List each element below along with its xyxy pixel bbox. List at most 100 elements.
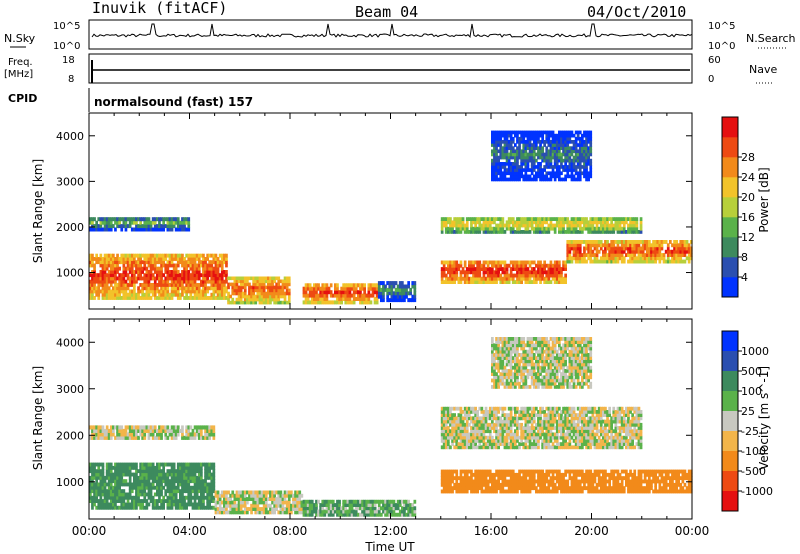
heatmap-cell [174,263,178,268]
heatmap-cell [139,469,142,474]
heatmap-cell [411,284,415,289]
heatmap-cell [116,495,119,500]
heatmap-cell [572,217,576,221]
heatmap-cell [635,217,639,221]
heatmap-cell [390,294,394,299]
heatmap-cell [321,512,325,517]
heatmap-cell [137,495,140,500]
heatmap-cell [114,475,117,480]
heatmap-cell [348,509,352,514]
heatmap-cell [451,270,454,275]
heatmap-cell [658,243,662,248]
heatmap-cell [509,260,513,265]
heatmap-cell [589,226,593,231]
heatmap-cell [478,220,482,225]
heatmap-cell [147,465,151,470]
colorbar-swatch [722,257,738,278]
heatmap-cell [679,243,683,248]
heatmap-cell [535,220,538,225]
heatmap-cell [518,165,521,169]
heatmap-cell [499,162,503,166]
heatmap-cell [595,243,599,248]
heatmap-cell [338,506,341,511]
heatmap-cell [120,260,124,265]
heatmap-cell [367,286,371,291]
heatmap-cell [176,217,180,222]
heatmap-cell [327,499,331,504]
heatmap-cell [174,276,178,281]
heatmap-cell [197,292,201,297]
heatmap-cell [89,227,92,232]
heatmap-cell [143,276,147,281]
heatmap-cell [543,143,546,147]
heatmap-cell [91,227,94,232]
heatmap-cell [137,475,140,480]
heatmap-cell [126,465,130,470]
heatmap-cell [147,279,151,284]
heatmap-cell [246,276,249,281]
heatmap-cell [501,149,505,154]
heatmap-cell [451,476,454,481]
heatmap-cell [195,475,199,480]
heatmap-cell [474,486,477,491]
heatmap-cell [535,270,538,275]
heatmap-cell [143,260,147,265]
heatmap-cell [543,276,546,281]
heatmap-cell [109,266,113,271]
heatmap-cell [547,130,551,135]
heatmap-cell [453,280,456,284]
heatmap-cell [635,249,639,254]
heatmap-cell [597,220,601,225]
heatmap-cell [566,479,570,484]
heatmap-cell [237,507,241,511]
heatmap-cell [91,217,94,222]
heatmap-cell [453,270,456,275]
heatmap-cell [243,291,247,296]
heatmap-cell [673,256,676,261]
heatmap-cell [185,469,188,474]
heatmap-cell [239,507,243,511]
heatmap-cell [101,479,105,484]
heatmap-cell [384,506,387,511]
heatmap-cell [570,146,574,150]
heatmap-cell [141,502,144,507]
heatmap-cell [480,276,484,281]
heatmap-cell [97,462,101,467]
heatmap-cell [532,273,536,278]
heatmap-cell [587,158,590,163]
heatmap-cell [252,279,255,284]
heatmap-cell [313,509,316,514]
heatmap-cell [191,489,195,494]
heatmap-cell [246,497,249,501]
heatmap-cell [296,500,299,505]
heatmap-cell [183,276,186,281]
heatmap-cell [191,283,195,287]
heatmap-cell [568,249,572,254]
heatmap-cell [91,485,94,490]
heatmap-cell [507,146,511,150]
heatmap-cell [444,230,448,234]
heatmap-cell [451,223,454,228]
heatmap-cell [99,482,103,487]
heatmap-cell [176,502,180,507]
heatmap-cell [549,155,553,160]
heatmap-cell [652,253,655,257]
heatmap-cell [545,486,549,491]
heatmap-cell [99,489,103,494]
heatmap-cell [200,279,203,284]
heatmap-cell [648,259,651,264]
heatmap-cell [549,469,553,474]
heatmap-cell [187,479,191,484]
heatmap-cell [176,263,180,268]
heatmap-cell [206,489,209,494]
heatmap-cell [99,227,103,232]
heatmap-cell [143,479,147,484]
heatmap-cell [493,146,496,150]
heatmap-cell [149,489,153,494]
heatmap-cell [497,263,500,268]
heatmap-cell [189,263,193,268]
heatmap-cell [107,469,111,474]
heatmap-cell [352,300,356,305]
heatmap-cell [239,276,243,281]
heatmap-cell [551,226,555,231]
